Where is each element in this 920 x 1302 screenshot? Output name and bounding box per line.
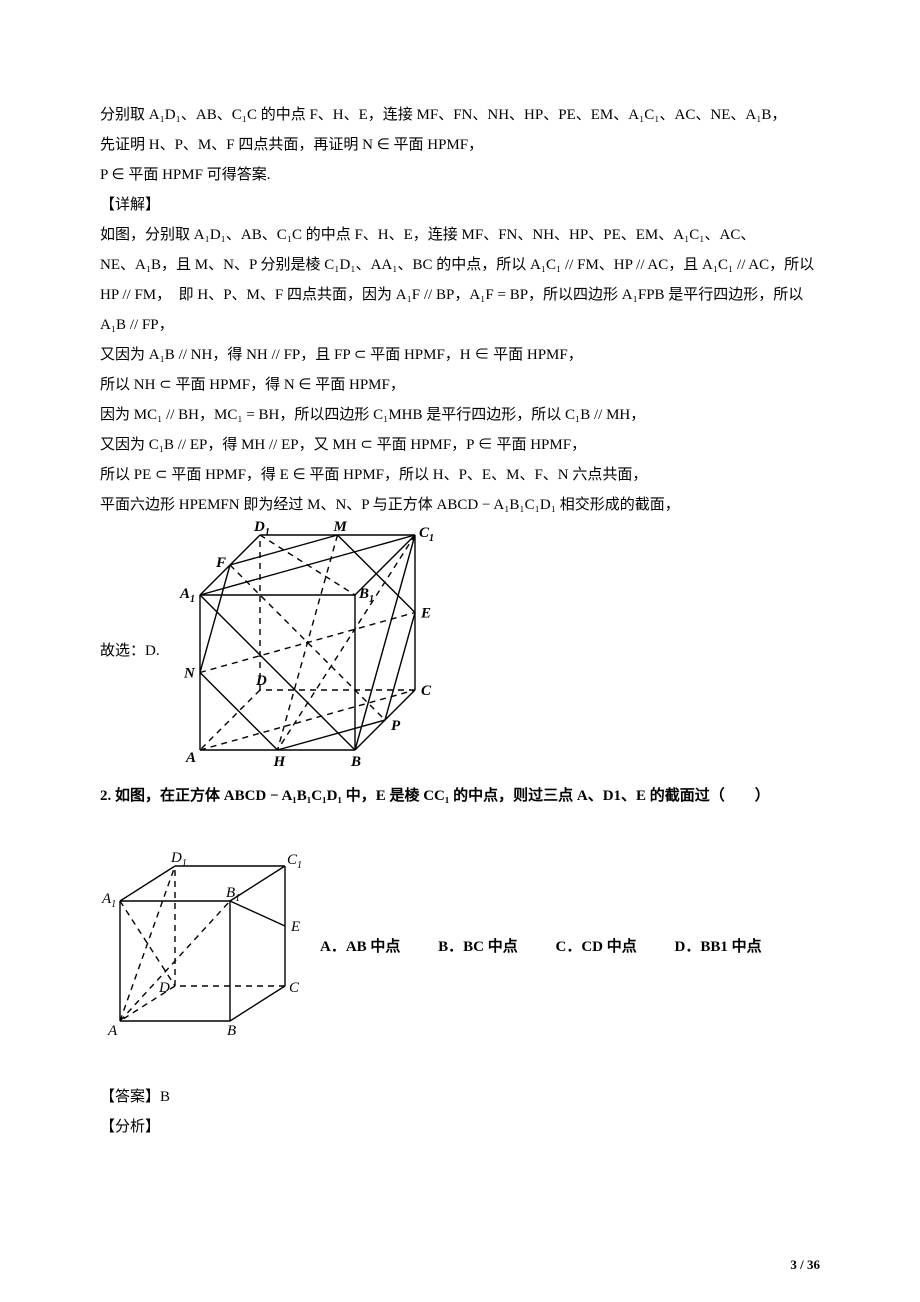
svg-text:H: H	[272, 754, 286, 770]
page-number: 3 / 36	[790, 1252, 820, 1278]
paragraph: 如图，分别取 A₁D₁、AB、C₁C 的中点 F、H、E，连接 MF、FN、NH…	[100, 220, 820, 250]
svg-text:A: A	[185, 750, 196, 766]
svg-text:N: N	[183, 666, 196, 682]
svg-text:C: C	[421, 683, 432, 699]
svg-text:C: C	[289, 980, 300, 996]
svg-text:F: F	[215, 555, 226, 571]
answer-label: 【答案】B	[100, 1082, 820, 1112]
svg-text:A: A	[107, 1023, 118, 1039]
option-b: B．BC 中点	[438, 939, 518, 955]
paragraph: 分别取 A₁D₁、AB、C₁C 的中点 F、H、E，连接 MF、FN、NH、HP…	[100, 100, 820, 130]
figure-cube-hexagon: ABCDA1B1C1D1NHPEMF	[170, 520, 460, 781]
svg-text:B: B	[350, 754, 361, 770]
svg-text:C1: C1	[287, 852, 302, 871]
paragraph: A₁B // FP，	[100, 310, 820, 340]
option-a: A．AB 中点	[320, 939, 400, 955]
svg-text:A1: A1	[101, 891, 116, 910]
paragraph: 所以 NH ⊂ 平面 HPMF，得 N ∈ 平面 HPMF，	[100, 370, 820, 400]
figure-cube-e: ABCDA1B1C1D1E	[100, 841, 310, 1052]
svg-text:B1: B1	[358, 586, 374, 605]
svg-text:M: M	[332, 520, 347, 535]
svg-text:E: E	[290, 919, 300, 935]
svg-text:P: P	[391, 718, 401, 734]
paragraph: P ∈ 平面 HPMF 可得答案.	[100, 160, 820, 190]
paragraph: 平面六边形 HPEMFN 即为经过 M、N、P 与正方体 ABCD − A₁B₁…	[100, 490, 820, 520]
svg-text:E: E	[420, 606, 431, 622]
paragraph: 又因为 A₁B // NH，得 NH // FP，且 FP ⊂ 平面 HPMF，…	[100, 340, 820, 370]
paragraph: 所以 PE ⊂ 平面 HPMF，得 E ∈ 平面 HPMF，所以 H、P、E、M…	[100, 460, 820, 490]
svg-text:C1: C1	[419, 525, 434, 544]
paragraph: HP // FM， 即 H、P、M、F 四点共面，因为 A₁F // BP，A₁…	[100, 280, 820, 310]
answer-choice: 故选：D.	[100, 636, 160, 666]
svg-text:D: D	[158, 980, 170, 996]
option-c: C．CD 中点	[556, 939, 637, 955]
paragraph: 先证明 H、P、M、F 四点共面，再证明 N ∈ 平面 HPMF，	[100, 130, 820, 160]
analysis-label: 【分析】	[100, 1112, 820, 1142]
option-d: D．BB1 中点	[675, 939, 762, 955]
paragraph: NE、A₁B，且 M、N、P 分别是棱 C₁D₁、AA₁、BC 的中点，所以 A…	[100, 250, 820, 280]
svg-text:A1: A1	[179, 586, 195, 605]
heading-xiangjie: 【详解】	[100, 190, 820, 220]
paragraph: 因为 MC₁ // BH，MC₁ = BH，所以四边形 C₁MHB 是平行四边形…	[100, 400, 820, 430]
paragraph: 又因为 C₁B // EP，得 MH // EP，又 MH ⊂ 平面 HPMF，…	[100, 430, 820, 460]
svg-text:D: D	[255, 673, 267, 689]
question-2: 2. 如图，在正方体 ABCD − A₁B₁C₁D₁ 中，E 是棱 CC₁ 的中…	[100, 781, 820, 811]
svg-text:B: B	[227, 1023, 236, 1039]
